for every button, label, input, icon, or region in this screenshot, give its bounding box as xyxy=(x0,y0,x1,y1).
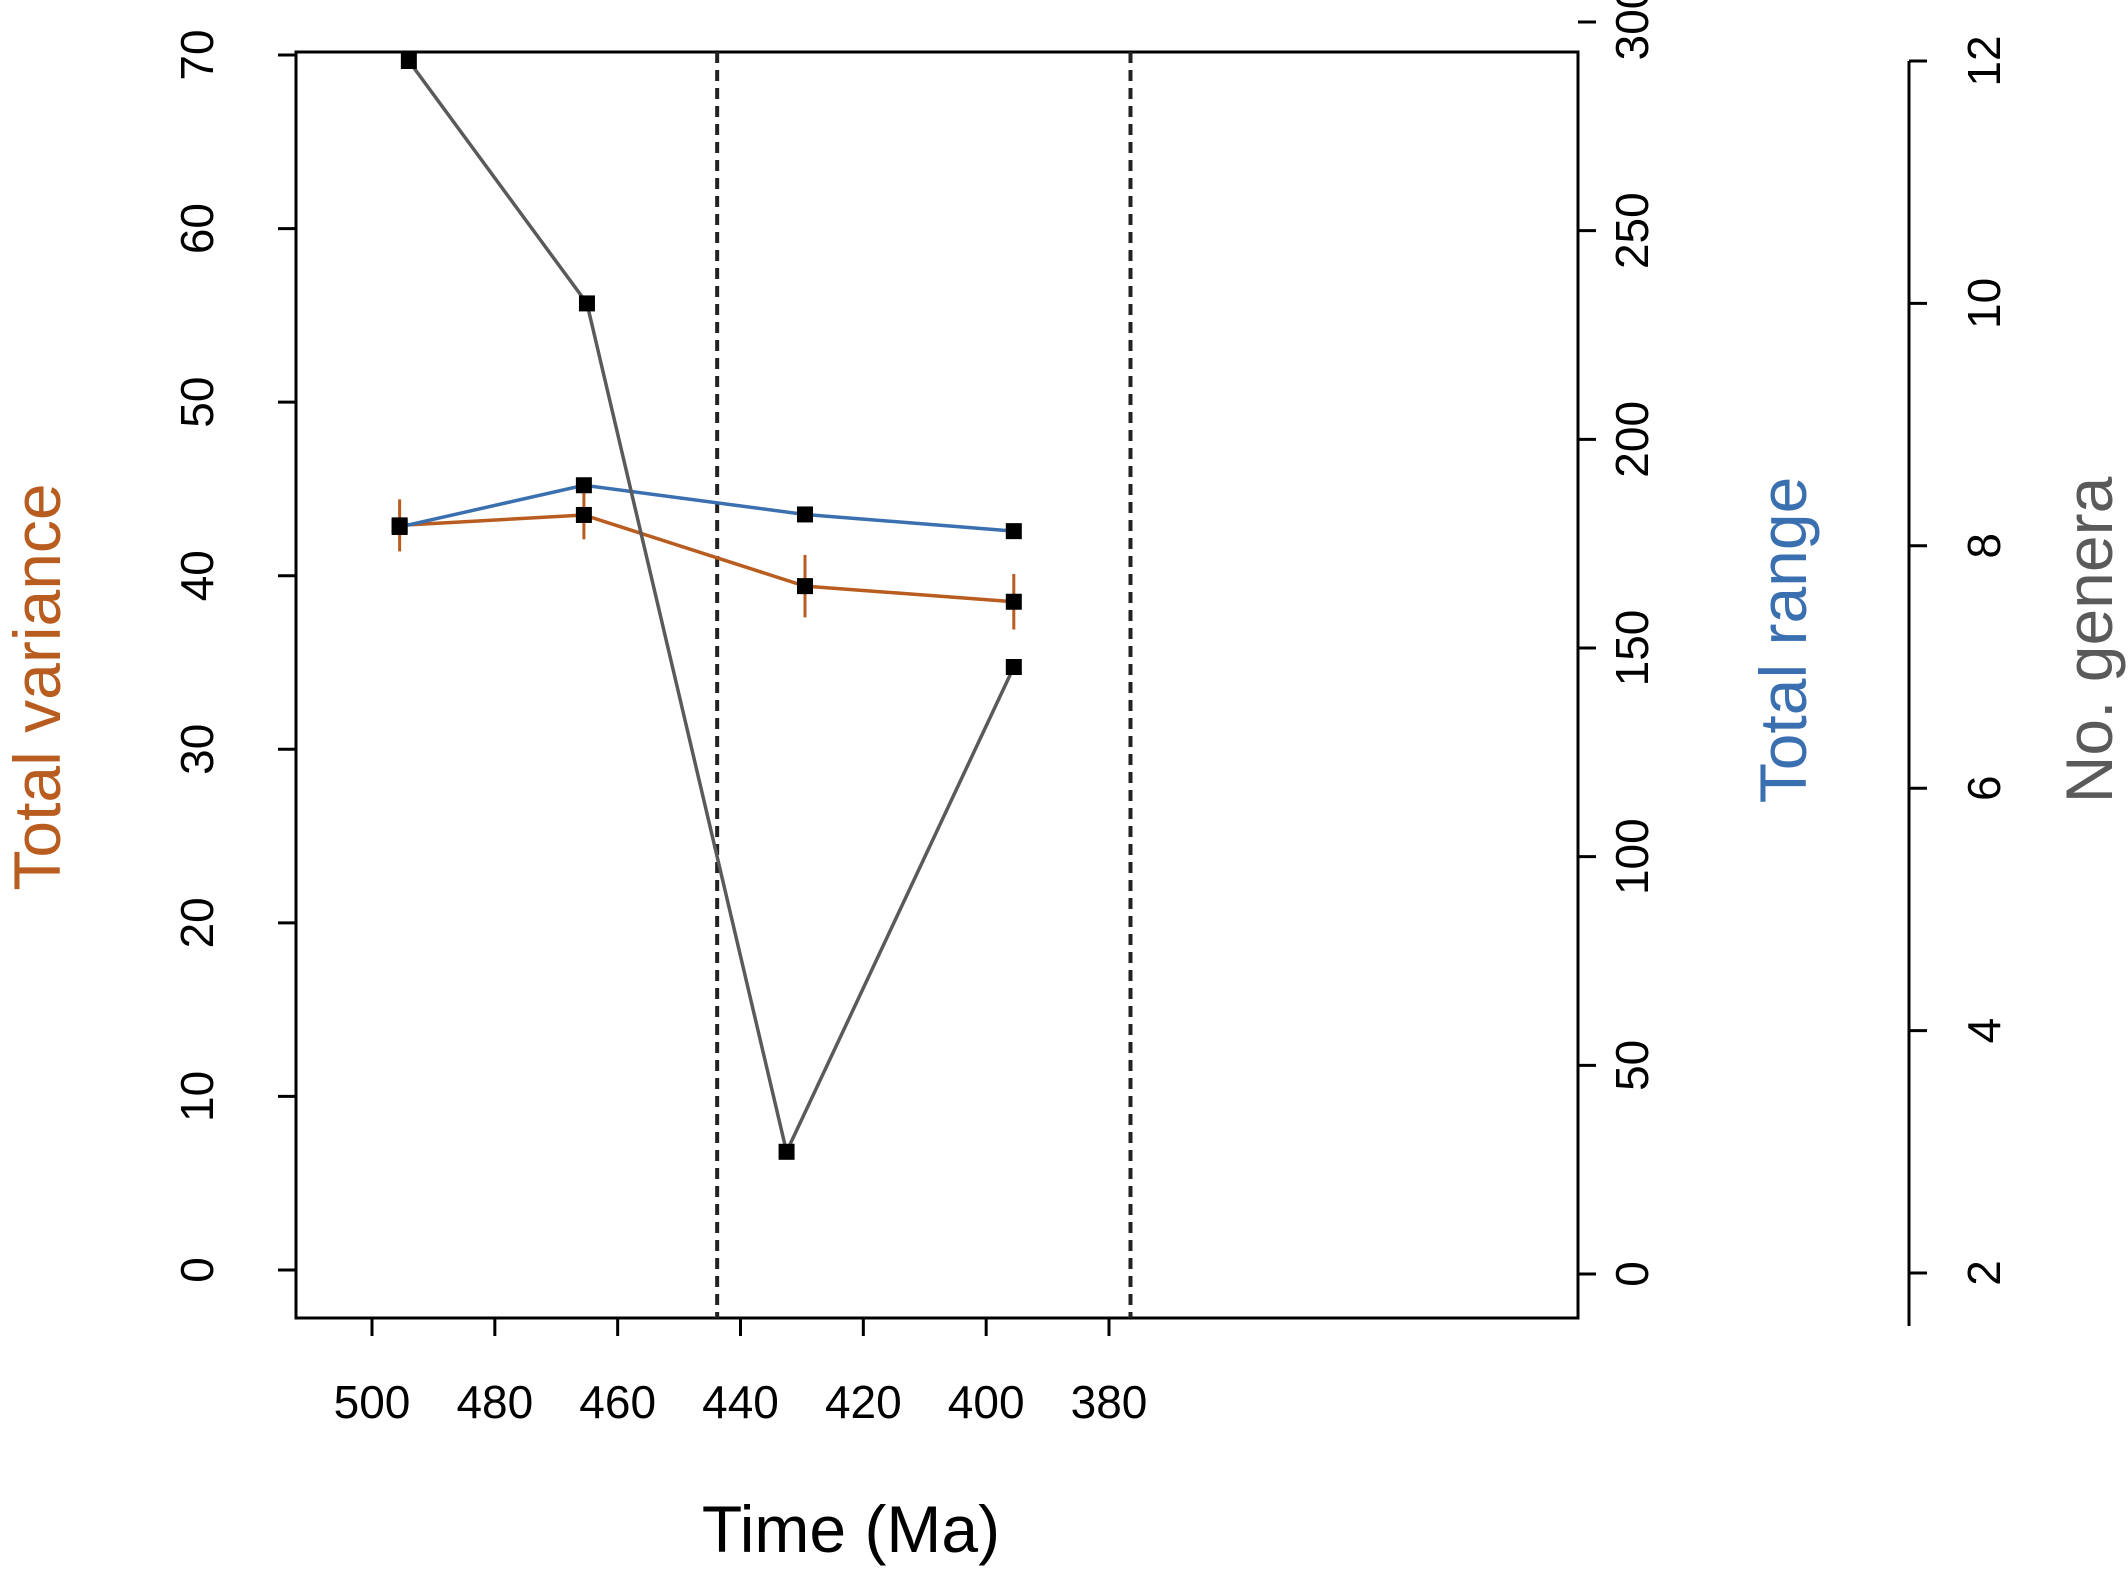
y-right1-tick-label-150: 150 xyxy=(1606,610,1658,687)
axes-layer: 500 480 460 440 420 400 380 0 10 20 30 40 50 60 70 0 50 1… xyxy=(171,0,2010,1428)
y-right1-tick-label-200: 200 xyxy=(1606,401,1658,478)
plot-frame-layer xyxy=(294,50,1580,1320)
series-1-point-3 xyxy=(1005,523,1022,540)
y-left-tick-label-50: 50 xyxy=(171,377,223,428)
series-0-point-3 xyxy=(1005,593,1022,610)
y-right1-tick-label-250: 250 xyxy=(1606,192,1658,269)
x-tick-label-480: 480 xyxy=(456,1376,533,1428)
series-0-point-2 xyxy=(796,578,813,595)
y-left-tick-label-0: 0 xyxy=(171,1257,223,1283)
y-left-axis-title: Total variance xyxy=(0,483,74,890)
y-left-tick-label-10: 10 xyxy=(171,1071,223,1122)
series-0-point-1 xyxy=(575,506,592,523)
x-tick-label-500: 500 xyxy=(334,1376,411,1428)
y-left-tick-label-70: 70 xyxy=(171,29,223,80)
y-left-tick-label-30: 30 xyxy=(171,724,223,775)
series-2-point-2 xyxy=(778,1143,795,1160)
series-1-point-1 xyxy=(575,477,592,494)
x-tick-label-460: 460 xyxy=(579,1376,656,1428)
series-1-line xyxy=(399,483,1014,533)
y-right2-tick-label-6: 6 xyxy=(1958,775,2010,801)
y-right2-tick-label-4: 4 xyxy=(1958,1018,2010,1044)
y-right2-tick-label-8: 8 xyxy=(1958,533,2010,559)
y-right1-tick-label-100: 100 xyxy=(1606,818,1658,895)
x-axis-title: Time (Ma) xyxy=(702,1492,1000,1566)
series-2-point-1 xyxy=(578,295,595,312)
series-1-point-2 xyxy=(796,506,813,523)
y-right2-tick-label-12: 12 xyxy=(1958,35,2010,86)
series-2-line xyxy=(407,59,1016,1158)
x-tick-label-420: 420 xyxy=(825,1376,902,1428)
y-right1-axis-title: Total range xyxy=(1746,477,1820,804)
y-right1-tick-label-0: 0 xyxy=(1606,1261,1658,1287)
y-right1-tick-label-50: 50 xyxy=(1606,1040,1658,1091)
x-tick-label-440: 440 xyxy=(702,1376,779,1428)
y-right2-tick-label-10: 10 xyxy=(1958,278,2010,329)
vertical-reference-lines xyxy=(715,52,1133,1318)
y-right2-axis-title: No. genera xyxy=(2052,476,2126,803)
y-left-tick-label-20: 20 xyxy=(171,897,223,948)
y-right1-tick-label-300: 300 xyxy=(1606,0,1658,60)
y-right2-tick-label-2: 2 xyxy=(1958,1260,2010,1286)
series-2-point-3 xyxy=(1005,659,1022,675)
series-2-point-0 xyxy=(400,53,417,69)
y-left-tick-label-60: 60 xyxy=(171,203,223,254)
plot-box xyxy=(294,50,1580,1320)
x-tick-label-400: 400 xyxy=(948,1376,1025,1428)
y-left-tick-label-40: 40 xyxy=(171,550,223,601)
series-layer xyxy=(391,53,1022,1160)
series-1-point-0 xyxy=(391,518,408,535)
series-0-line xyxy=(399,513,1014,604)
x-tick-label-380: 380 xyxy=(1071,1376,1148,1428)
